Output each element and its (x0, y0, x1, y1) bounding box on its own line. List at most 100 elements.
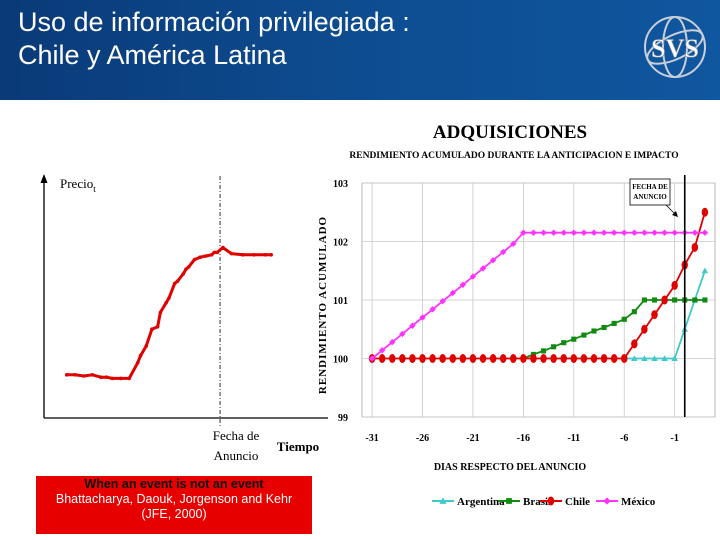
point-brasil (581, 332, 587, 338)
point-mexico (701, 229, 709, 236)
x-tick-label: -31 (365, 433, 378, 444)
point-chile (409, 354, 416, 363)
left-xlabel: Tiempo (277, 439, 319, 454)
price-point (175, 279, 180, 283)
reference-note: When an event is not an event Bhattachar… (36, 476, 312, 534)
point-mexico (368, 355, 376, 362)
price-point (252, 253, 256, 257)
note-citation-line2: (JFE, 2000) (141, 507, 207, 521)
price-point (221, 245, 225, 250)
right-chart-title: ADQUISICIONES (433, 122, 587, 143)
x-tick-label: -26 (416, 433, 429, 444)
price-point (167, 296, 171, 300)
point-brasil (601, 324, 607, 331)
note-citation-line1: Bhattacharya, Daouk, Jorgenson and Kehr (55, 492, 293, 506)
right-legend: Argentina Brasil Chile México (432, 496, 656, 508)
left-price-chart: Preciot Fecha de Anuncio Tiempo (40, 174, 328, 463)
point-chile (459, 354, 467, 363)
point-mexico (641, 229, 648, 236)
price-point (229, 251, 234, 256)
left-series-group (64, 245, 273, 381)
price-point (269, 253, 273, 257)
right-event-annotation: FECHA DE ANUNCIO (629, 178, 678, 217)
price-point (263, 253, 268, 257)
point-chile (469, 354, 477, 363)
point-chile (651, 310, 658, 320)
slide-header: Uso de información privilegiada : Chile … (0, 0, 720, 100)
legend-marker-mexico (603, 497, 611, 505)
price-point (99, 375, 103, 379)
point-mexico (429, 306, 436, 313)
legend-marker-chile (547, 496, 555, 506)
left-ylabel-text: Precio (60, 176, 93, 191)
right-x-ticks: -31 -26 -21 -16 -11 -6 -1 (365, 433, 678, 444)
legend-marker-brasil (506, 498, 512, 504)
price-point (204, 254, 208, 258)
point-chile (399, 354, 406, 363)
point-chile (520, 354, 527, 363)
y-tick-label: 103 (333, 179, 348, 190)
point-chile (701, 207, 709, 217)
point-chile (489, 354, 497, 363)
point-chile (631, 339, 638, 349)
point-argentina (661, 355, 668, 362)
price-point (135, 361, 140, 365)
price-point (73, 373, 78, 377)
y-tick-label: 100 (333, 355, 348, 366)
point-chile (439, 354, 446, 363)
point-mexico (651, 229, 658, 236)
point-chile (691, 242, 699, 252)
price-point (187, 265, 191, 269)
point-chile (620, 354, 628, 363)
price-point (198, 255, 202, 259)
right-chart-subtitle: RENDIMIENTO ACUMULADO DURANTE LA ANTICIP… (349, 151, 678, 161)
annotation-line1: FECHA DE (632, 183, 668, 191)
point-brasil (561, 340, 567, 346)
point-chile (671, 280, 678, 290)
right-acquisitions-chart: ADQUISICIONES RENDIMIENTO ACUMULADO DURA… (317, 122, 716, 508)
point-brasil (591, 328, 597, 334)
x-tick-label: -21 (466, 433, 479, 444)
x-tick-label: -11 (567, 433, 580, 444)
legend-label-argentina: Argentina (457, 496, 505, 508)
point-chile (449, 354, 457, 363)
point-brasil (571, 336, 577, 342)
price-point (215, 250, 220, 255)
point-chile (641, 324, 648, 334)
point-chile (560, 354, 567, 363)
slide-title: Uso de información privilegiada : Chile … (18, 6, 410, 72)
point-mexico (661, 229, 668, 236)
left-y-axis-arrow (40, 174, 48, 183)
point-argentina (631, 355, 638, 362)
point-mexico (580, 229, 588, 236)
annotation-arrow-head (672, 211, 678, 217)
point-mexico (590, 229, 598, 236)
point-brasil (672, 297, 678, 303)
point-chile (530, 354, 537, 363)
point-brasil (651, 297, 658, 303)
point-mexico (419, 314, 426, 321)
price-point (164, 301, 168, 305)
point-argentina (651, 355, 658, 362)
price-point (150, 327, 154, 331)
point-brasil (551, 344, 557, 350)
left-event-label-line1: Fecha de (213, 428, 260, 443)
series-line-chile (372, 212, 706, 360)
point-chile (600, 354, 608, 363)
point-brasil (621, 316, 627, 322)
price-point (64, 373, 69, 377)
point-brasil (611, 320, 617, 326)
point-chile (540, 354, 547, 363)
point-mexico (378, 347, 386, 354)
point-mexico (389, 338, 396, 346)
price-point (118, 376, 123, 381)
point-chile (550, 354, 557, 363)
note-heading: When an event is not an event (84, 477, 264, 491)
price-point (192, 257, 197, 262)
point-chile (499, 354, 507, 363)
y-tick-label: 102 (333, 238, 348, 249)
legend-marker-argentina (439, 497, 447, 504)
price-point (172, 281, 177, 286)
left-ylabel-subscript: t (93, 184, 96, 194)
point-mexico (500, 248, 507, 256)
